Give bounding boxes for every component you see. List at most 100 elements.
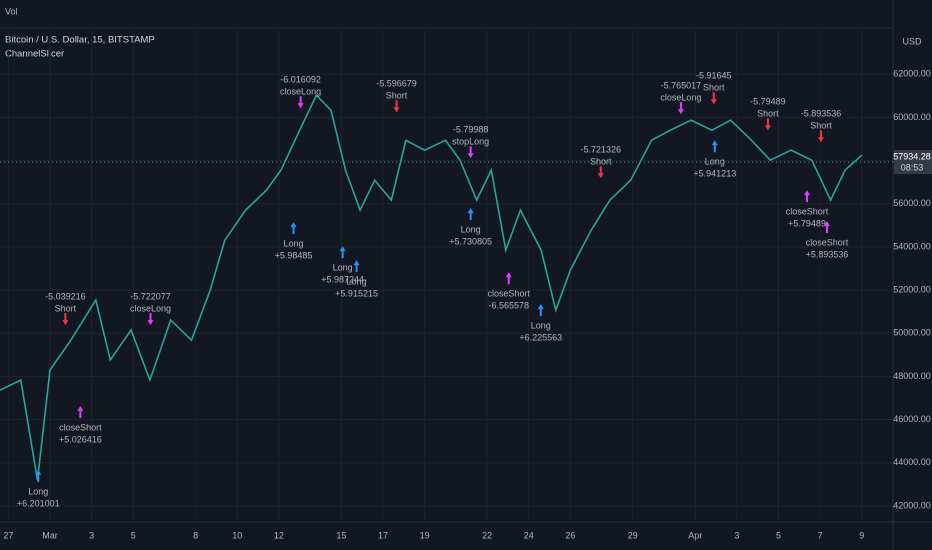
signal-label: Long [531,321,551,331]
signal-label: -5.91645 [696,71,732,81]
signal-label: -5.722077 [130,291,171,301]
signal-label: -5.765017 [661,81,702,91]
y-tick-label: 56000.00 [893,198,931,208]
x-tick-label: 17 [378,530,388,540]
signal-label: +5.98485 [275,250,313,260]
signal-label: Long [283,238,303,248]
signal-label: +5.915215 [335,288,378,298]
signal-label: Short [703,83,725,93]
signal-arrow [711,140,718,153]
y-tick-label: 48000.00 [893,371,931,381]
signal-arrow [77,406,84,419]
signal-label: -5.596679 [376,79,417,89]
x-tick-label: 9 [859,530,864,540]
signal-arrow [393,100,400,113]
signal-arrow [817,130,824,143]
signal-arrow [764,118,771,131]
y-tick-label: 46000.00 [893,414,931,424]
signal-arrow [710,92,717,105]
signal-label: Long [705,157,725,167]
price-line [0,93,863,481]
volume-label: Vol [5,6,18,16]
signal-label: Long [347,276,367,286]
signal-arrow [297,96,304,109]
signal-label: +5.987244 [321,274,364,284]
x-tick-label: Mar [42,530,58,540]
signal-label: stopLong [452,137,489,147]
last-price-label: 57934.28 [893,151,931,161]
x-tick-label: 15 [336,530,346,540]
signal-label: closeLong [660,93,701,103]
x-tick-label: 10 [232,530,242,540]
signal-label: Short [386,91,408,101]
y-tick-label: 50000.00 [893,328,931,338]
signal-label: +5.893536 [806,249,849,259]
x-tick-label: 8 [193,530,198,540]
x-tick-label: 12 [274,530,284,540]
y-tick-label: 60000.00 [893,112,931,122]
y-unit: USD [902,36,922,46]
signal-arrow [353,260,360,273]
signal-arrow [290,222,297,235]
signal-label: Long [461,224,481,234]
last-price-box [894,150,932,175]
signal-arrow [537,304,544,317]
y-tick-label: 44000.00 [893,457,931,467]
x-tick-label: 29 [628,530,638,540]
signal-label: -5.721326 [580,145,621,155]
signal-label: Short [55,303,77,313]
x-tick-label: 27 [3,530,13,540]
signal-label: closeShort [487,289,530,299]
signal-label: -5.79489 [750,97,786,107]
signal-arrow [339,246,346,259]
signal-arrow [467,208,474,221]
x-tick-label: 7 [818,530,823,540]
x-tick-label: 24 [524,530,534,540]
signal-arrow [677,102,684,115]
chart-subtitle: ChannelSlicer [5,49,64,60]
x-tick-label: 26 [565,530,575,540]
signal-label: +5.79489 [788,219,826,229]
signal-label: -5.893536 [801,109,842,119]
x-tick-label: 22 [482,530,492,540]
x-tick-label: 3 [89,530,94,540]
signal-label: -5.79988 [453,125,489,135]
signal-label: closeShort [59,422,102,432]
last-time-label: 08:53 [901,162,924,172]
y-tick-label: 42000.00 [893,500,931,510]
signal-label: closeLong [280,87,321,97]
signal-label: closeLong [130,303,171,313]
chart-title: Bitcoin / U.S. Dollar, 15, BITSTAMP [5,35,155,46]
signal-label: closeShort [806,237,849,247]
signal-arrow [467,146,474,159]
signal-arrow [824,221,831,234]
signal-label: closeShort [786,207,829,217]
signal-label: +5.730805 [449,236,492,246]
x-tick-label: Apr [688,530,702,540]
signal-arrow [804,190,811,203]
y-tick-label: 52000.00 [893,284,931,294]
x-tick-label: 19 [420,530,430,540]
y-tick-label: 54000.00 [893,241,931,251]
signal-arrow [597,166,604,179]
signal-arrow [35,469,42,482]
signal-label: +6.225563 [519,333,562,343]
y-tick-label: 62000.00 [893,69,931,79]
signal-label: -5.039216 [45,291,86,301]
signal-label: Short [810,121,832,131]
signal-label: Long [333,262,353,272]
signal-label: +5.941213 [693,169,736,179]
signal-arrow [62,313,69,326]
signal-arrow [147,313,154,326]
signal-label: Short [757,109,779,119]
x-tick-label: 3 [734,530,739,540]
signal-arrow [505,272,512,285]
x-tick-label: 5 [776,530,781,540]
x-tick-label: 5 [131,530,136,540]
signal-label: -6.565578 [488,301,529,311]
signal-label: +5.026416 [59,434,102,444]
signal-label: -6.016092 [280,75,321,85]
